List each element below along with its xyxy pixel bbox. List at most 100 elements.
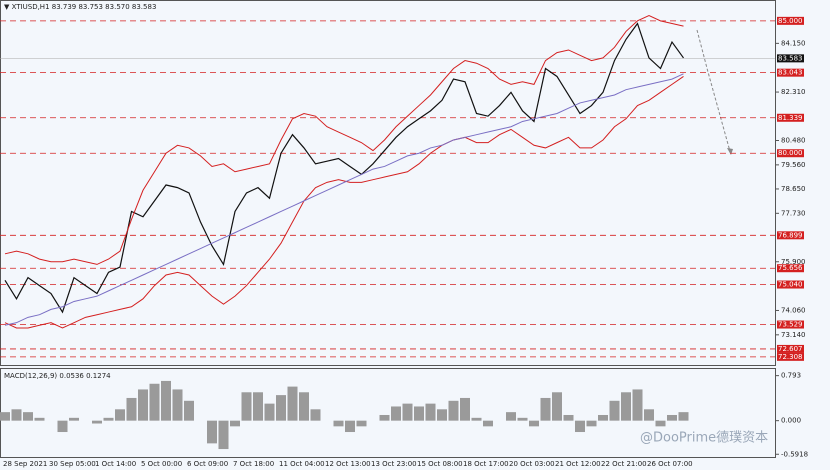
macd-bar [644, 409, 654, 421]
macd-bar [207, 420, 217, 444]
macd-bar [310, 409, 321, 421]
y-tick-label: 80.480 [781, 137, 806, 145]
macd-bar [115, 409, 125, 421]
level-badge [777, 149, 804, 158]
level-badge [777, 264, 804, 273]
macd-bar [437, 409, 447, 421]
macd-bar [471, 417, 482, 421]
macd-bar [621, 392, 631, 421]
x-tick-label: 20 Oct 03:00 [509, 460, 555, 468]
macd-bar [632, 389, 643, 421]
y-tick-label: 75.900 [781, 258, 806, 266]
macd-bar [11, 409, 22, 421]
level-badge [777, 320, 804, 329]
macd-bar [379, 414, 390, 421]
y-tick-label: 74.060 [781, 306, 806, 314]
level-badge [777, 231, 804, 240]
level-badge [777, 344, 804, 353]
x-tick-label: 5 Oct 00:00 [141, 460, 182, 468]
macd-bar [241, 392, 252, 421]
x-tick-label: 28 Sep 2021 [3, 460, 47, 468]
y-tick-label: 73.140 [781, 331, 806, 339]
macd-bar [425, 403, 436, 421]
chart-header: ▼ XTIUSD,H1 83.739 83.753 83.570 83.583 [4, 3, 156, 11]
price-series [4, 15, 684, 265]
macd-bar [276, 395, 286, 421]
macd-bar [540, 397, 551, 421]
watermark: @DooPrime德璞资本 [640, 431, 768, 446]
level-label: 76.899 [778, 231, 803, 239]
price-series [4, 73, 684, 326]
level-label: 72.308 [778, 353, 803, 361]
macd-bar [345, 420, 355, 433]
y-tick-label: 0.000 [781, 417, 801, 425]
level-label: 83.043 [778, 69, 803, 77]
macd-bar [69, 417, 79, 421]
macd-bar [253, 392, 263, 421]
macd-bar [184, 400, 194, 421]
macd-bar [667, 414, 677, 421]
x-tick-label: 11 Oct 04:00 [279, 460, 325, 468]
macd-bar [460, 397, 470, 421]
macd-bar [218, 420, 229, 450]
level-label: 75.656 [778, 264, 803, 272]
macd-bar [103, 417, 114, 421]
y-tick-label: 0.793 [781, 372, 801, 380]
price-series [4, 76, 684, 329]
last-price-badge [777, 54, 804, 63]
macd-header: MACD(12,26,9) 0.0536 0.1274 [4, 372, 111, 380]
price-series [4, 22, 684, 314]
x-tick-label: 26 Oct 07:00 [647, 460, 693, 468]
x-tick-label: 21 Oct 12:00 [555, 460, 601, 468]
level-badge [777, 352, 804, 361]
macd-bar [391, 406, 401, 421]
forecast-arrow [696, 29, 732, 156]
macd-bar [264, 403, 275, 421]
macd-bar [517, 417, 528, 421]
price-panel [0, 0, 776, 366]
level-badge [777, 68, 804, 77]
level-label: 85.000 [778, 17, 803, 25]
level-badge [777, 16, 804, 25]
macd-bar [563, 414, 574, 421]
macd-bar [287, 386, 298, 421]
macd-bar [92, 420, 102, 424]
y-tick-label: 77.730 [781, 209, 806, 217]
macd-bar [0, 412, 10, 421]
macd-bar [655, 420, 666, 427]
macd-bar [483, 420, 493, 427]
level-label: 75.040 [778, 281, 803, 289]
macd-bar [299, 392, 309, 421]
macd-bar [598, 414, 608, 421]
macd-bar [333, 420, 344, 427]
macd-bar [586, 420, 597, 427]
x-tick-label: 22 Oct 21:00 [601, 460, 647, 468]
y-tick-label: 82.310 [781, 88, 806, 96]
macd-bar [57, 420, 68, 433]
level-label: 81.339 [778, 114, 803, 122]
level-badge [777, 113, 804, 122]
macd-bar [161, 380, 171, 421]
macd-bar [678, 412, 689, 421]
level-label: 73.529 [778, 321, 803, 329]
y-tick-label: 79.560 [781, 161, 806, 169]
macd-bar [609, 400, 620, 421]
level-badge [777, 280, 804, 289]
macd-bar [448, 400, 459, 421]
macd-bar [34, 417, 45, 421]
x-tick-label: 15 Oct 08:00 [417, 460, 463, 468]
macd-bar [149, 383, 160, 421]
macd-bar [126, 397, 137, 421]
y-tick-label: 84.150 [781, 39, 806, 47]
macd-bar [552, 392, 562, 421]
macd-bar [172, 389, 183, 421]
x-tick-label: 12 Oct 13:00 [325, 460, 371, 468]
x-tick-label: 7 Oct 18:00 [233, 460, 274, 468]
macd-bar [230, 420, 240, 427]
y-tick-label: -0.5918 [781, 450, 808, 458]
macd-bar [529, 420, 539, 427]
macd-bar [414, 406, 424, 421]
level-label: 80.000 [778, 149, 803, 157]
macd-bar [575, 420, 585, 433]
